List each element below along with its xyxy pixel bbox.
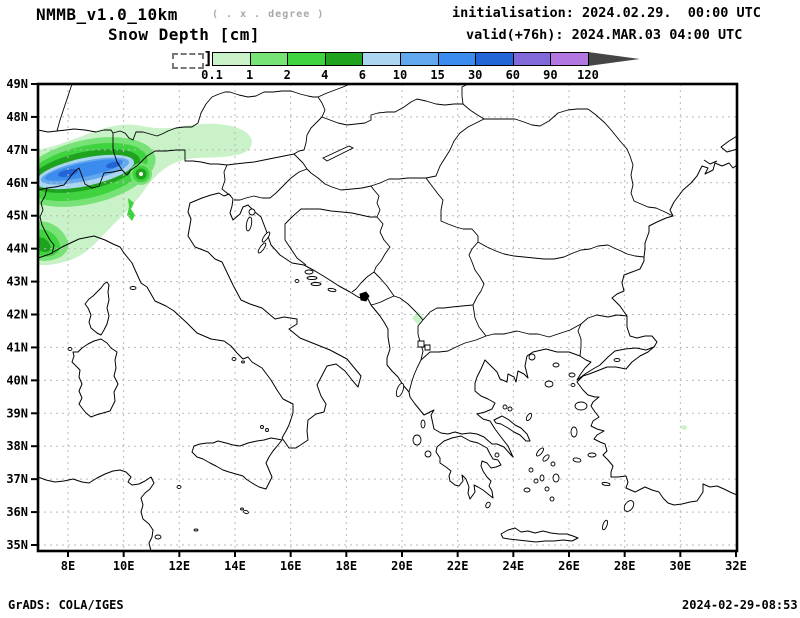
- lat-axis-label: 45N: [6, 209, 28, 223]
- lat-axis-label: 49N: [6, 77, 28, 91]
- lon-axis-label: 10E: [113, 559, 135, 573]
- color-legend: ] 0.1 1 2 4 6 10 15 30 60 90 120: [0, 0, 800, 85]
- legend-label: 1: [245, 68, 254, 82]
- lakes: [322, 145, 431, 351]
- lon-axis-label: 20E: [391, 559, 413, 573]
- lon-axis-label: 12E: [168, 559, 190, 573]
- lat-axis-label: 40N: [6, 373, 28, 387]
- legend-bracket: ]: [203, 49, 214, 69]
- lat-axis-label: 42N: [6, 308, 28, 322]
- legend-overflow-arrow: [588, 52, 640, 66]
- lon-axis-label: 26E: [558, 559, 580, 573]
- lat-axis-label: 43N: [6, 275, 28, 289]
- lat-axis-label: 37N: [6, 472, 28, 486]
- lat-axis-label: 38N: [6, 439, 28, 453]
- lat-axis-label: 46N: [6, 176, 28, 190]
- grads-credit: GrADS: COLA/IGES: [8, 598, 124, 612]
- lon-axis-label: 22E: [447, 559, 469, 573]
- lat-axis-label: 48N: [6, 110, 28, 124]
- lon-axis-label: 28E: [614, 559, 636, 573]
- lat-axis-label: 41N: [6, 340, 28, 354]
- lon-axis-label: 30E: [669, 559, 691, 573]
- valid-time: valid(+76h): 2024.MAR.03 04:00 UTC: [466, 27, 743, 43]
- legend-label: 10: [392, 68, 408, 82]
- lat-axis-label: 47N: [6, 143, 28, 157]
- lat-axis-label: 44N: [6, 242, 28, 256]
- legend-label: 0.1: [201, 68, 223, 82]
- lon-axis-label: 8E: [61, 559, 75, 573]
- model-title: NMMB_v1.0_10km: [36, 5, 178, 24]
- lon-axis-label: 16E: [280, 559, 302, 573]
- lon-axis-label: 18E: [335, 559, 357, 573]
- country-borders: [38, 84, 674, 393]
- legend-label: 2: [283, 68, 291, 82]
- axis-ticks-labels: 49N 48N 47N 46N 45N 44N 43N 42N 41N 40N 39N 38N 37N 3…: [6, 77, 747, 573]
- coastlines: [38, 135, 737, 551]
- legend-below-threshold-box: [172, 53, 204, 69]
- legend-label: 4: [321, 68, 329, 82]
- lon-axis-label: 14E: [224, 559, 246, 573]
- graticule-grid: [38, 84, 737, 551]
- variable-title: Snow Depth [cm]: [108, 25, 260, 44]
- lat-axis-label: 39N: [6, 406, 28, 420]
- legend-label: 6: [358, 68, 366, 82]
- legend-label: 60: [505, 68, 521, 82]
- initialisation-time: initialisation: 2024.02.29. 00:00 UTC: [452, 5, 761, 21]
- creation-timestamp: 2024-02-29-08:53: [682, 598, 798, 612]
- lat-axis-label: 35N: [6, 538, 28, 552]
- lat-axis-label: 36N: [6, 505, 28, 519]
- islands: [67, 208, 635, 540]
- legend-label: 30: [467, 68, 483, 82]
- legend-segment: [550, 52, 589, 66]
- lon-axis-label: 24E: [502, 559, 524, 573]
- resolution-note: ( . x . degree ): [212, 9, 325, 20]
- legend-label: 15: [430, 68, 445, 82]
- legend-label: 90: [543, 68, 558, 82]
- map-frame: [36, 82, 739, 553]
- lon-axis-label: 32E: [725, 559, 747, 573]
- snow-depth-shading: [38, 123, 687, 430]
- legend-label: 120: [577, 68, 599, 82]
